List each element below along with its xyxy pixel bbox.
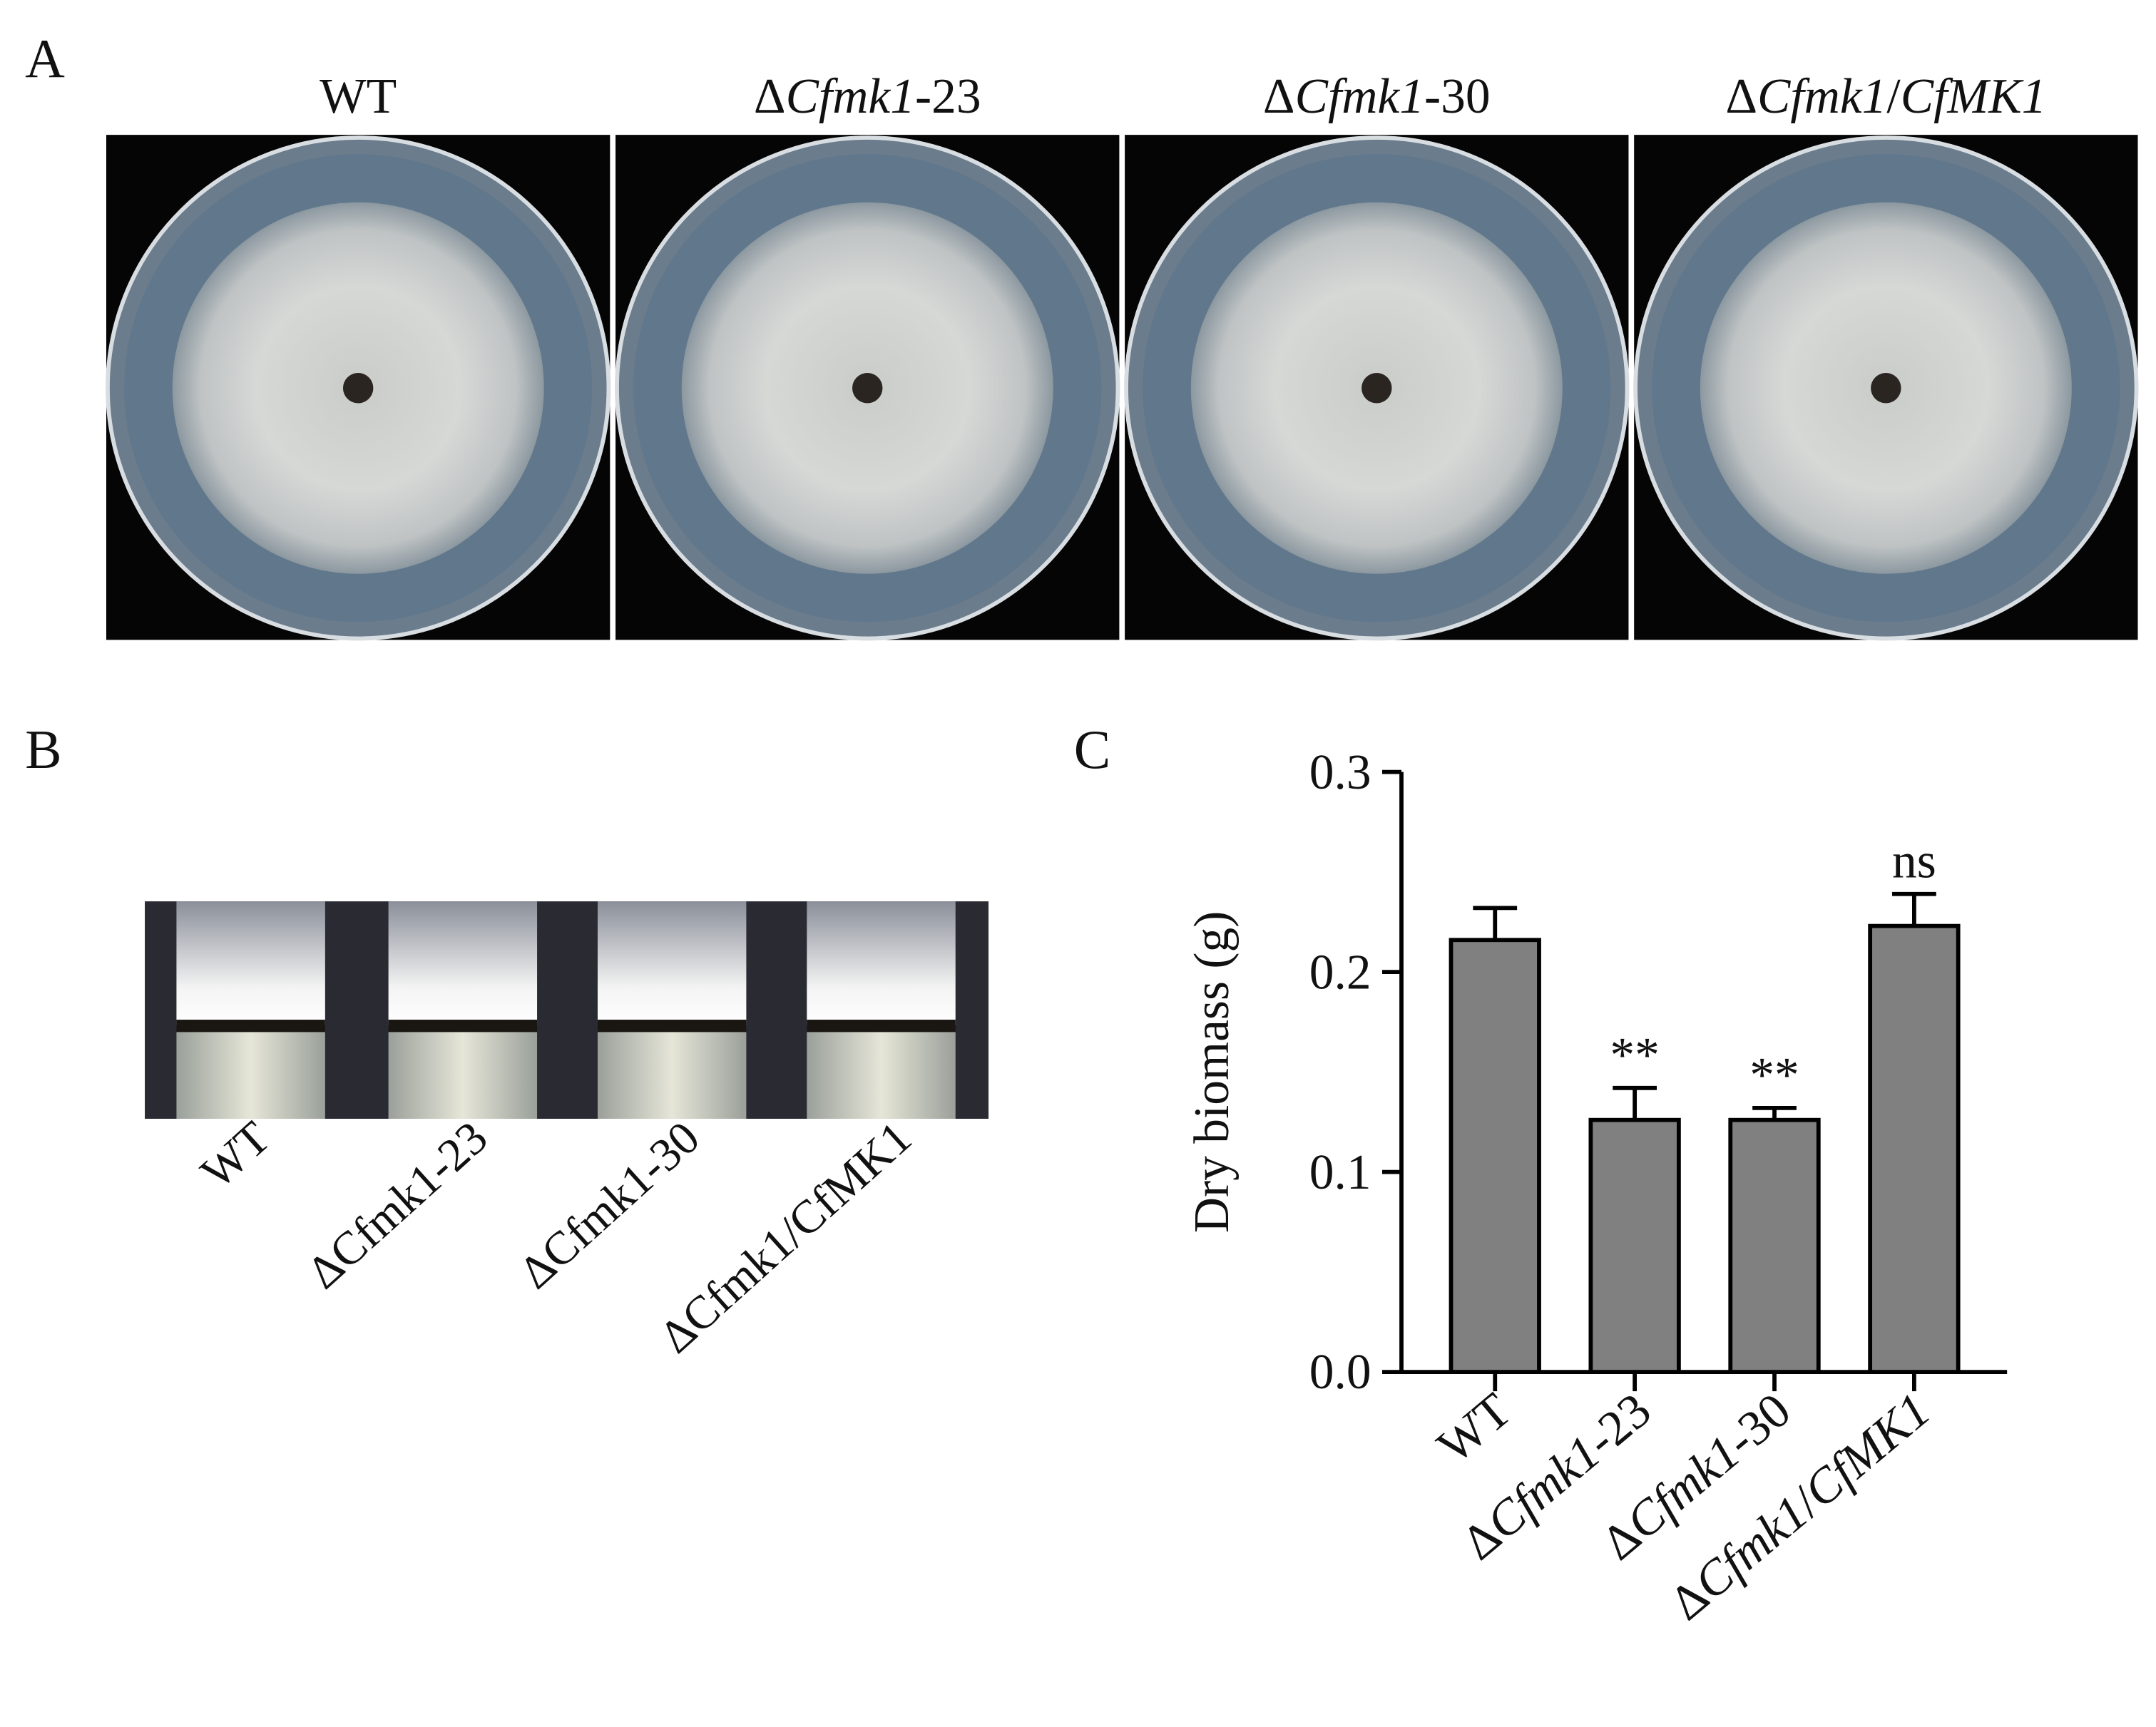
mycelium-band — [807, 1020, 956, 1032]
plate-title: ΔCfmk1-23 — [754, 69, 981, 124]
tube-medium — [807, 1032, 956, 1119]
panel-label: A — [25, 28, 65, 89]
y-tick-label: 0.2 — [1309, 945, 1371, 1000]
tube-top — [176, 901, 325, 1025]
y-axis-title: Dry biomass (g) — [1185, 911, 1240, 1233]
mycelium-band — [597, 1020, 747, 1032]
tube-label: WT — [192, 1112, 280, 1199]
y-tick-label: 0.3 — [1309, 745, 1371, 800]
tube-top — [807, 901, 956, 1025]
x-tick-label: WT — [1427, 1383, 1521, 1474]
panel-label: B — [25, 719, 61, 780]
tube-top — [597, 901, 747, 1025]
significance: ** — [1749, 1048, 1799, 1103]
inoculum — [1871, 372, 1901, 404]
significance: ns — [1892, 834, 1936, 889]
bar — [1728, 1117, 1821, 1374]
inoculum — [342, 372, 374, 404]
mycelium-band — [388, 1020, 538, 1032]
tube-label: ΔCfmk1-30 — [510, 1112, 710, 1298]
tube-medium — [176, 1032, 325, 1119]
mycelium-band — [176, 1020, 325, 1032]
bar — [1868, 923, 1961, 1374]
plate-title: ΔCfmk1-30 — [1263, 69, 1491, 124]
bar — [1588, 1117, 1681, 1374]
significance: ** — [1610, 1028, 1659, 1083]
error-bar — [1752, 1105, 1797, 1120]
tube-medium — [597, 1032, 747, 1119]
error-bar — [1892, 891, 1936, 926]
panel-label: C — [1074, 719, 1110, 780]
inoculum — [852, 372, 883, 404]
error-bar — [1613, 1085, 1657, 1120]
plate-title: ΔCfmk1/CfMK1 — [1725, 69, 2046, 124]
bar — [1449, 938, 1541, 1374]
y-tick-label: 0.0 — [1309, 1345, 1371, 1400]
tube-top — [388, 901, 538, 1025]
y-tick-label: 0.1 — [1309, 1145, 1371, 1200]
error-bar — [1473, 906, 1518, 941]
tube-medium — [388, 1032, 538, 1119]
plate-title: WT — [320, 69, 397, 124]
inoculum — [1361, 372, 1392, 404]
tube-label: ΔCfmk1-23 — [297, 1112, 497, 1298]
